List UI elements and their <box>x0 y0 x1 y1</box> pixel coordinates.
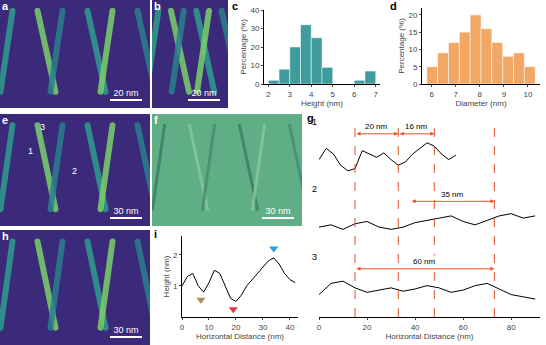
svg-text:80: 80 <box>507 323 516 332</box>
svg-text:30: 30 <box>258 323 267 332</box>
svg-text:20: 20 <box>231 323 240 332</box>
svg-text:7: 7 <box>453 90 458 99</box>
svg-text:15: 15 <box>408 28 417 37</box>
svg-text:1: 1 <box>28 146 33 156</box>
svg-text:3: 3 <box>288 90 293 99</box>
html-text:e: e <box>2 114 9 126</box>
svg-text:6: 6 <box>352 90 357 99</box>
svg-text:0: 0 <box>317 323 322 332</box>
svg-text:20 nm: 20 nm <box>191 88 216 98</box>
svg-text:Percentage (%): Percentage (%) <box>397 18 406 74</box>
svg-text:10: 10 <box>250 61 259 70</box>
svg-text:40: 40 <box>285 323 294 332</box>
svg-text:Percentage (%): Percentage (%) <box>239 19 248 75</box>
html-text:h: h <box>2 230 9 242</box>
svg-text:20: 20 <box>363 323 372 332</box>
svg-text:3: 3 <box>312 252 317 262</box>
svg-text:20 nm: 20 nm <box>365 122 388 131</box>
svg-text:2: 2 <box>266 90 271 99</box>
svg-text:40: 40 <box>250 6 259 15</box>
svg-text:30 nm: 30 nm <box>265 206 290 216</box>
svg-text:16 nm: 16 nm <box>405 122 428 131</box>
svg-text:40: 40 <box>411 323 420 332</box>
svg-text:20 nm: 20 nm <box>113 88 138 98</box>
svg-text:0: 0 <box>413 80 418 89</box>
svg-text:10: 10 <box>205 323 214 332</box>
svg-text:0: 0 <box>180 323 185 332</box>
html-text:c: c <box>232 0 239 12</box>
svg-text:20: 20 <box>250 43 259 52</box>
svg-text:5: 5 <box>413 63 418 72</box>
svg-text:Horizontal Distance (nm): Horizontal Distance (nm) <box>196 332 284 341</box>
svg-text:60: 60 <box>459 323 468 332</box>
svg-text:10: 10 <box>524 90 533 99</box>
svg-text:9: 9 <box>502 90 507 99</box>
svg-text:Horizontal Distance (nm): Horizontal Distance (nm) <box>385 332 473 341</box>
svg-text:Height (nm): Height (nm) <box>162 255 171 297</box>
svg-text:Height (nm): Height (nm) <box>301 99 343 108</box>
svg-text:7: 7 <box>373 90 378 99</box>
svg-text:10: 10 <box>408 45 417 54</box>
svg-text:30: 30 <box>250 24 259 33</box>
svg-text:60 nm: 60 nm <box>413 257 436 266</box>
svg-text:0: 0 <box>255 80 260 89</box>
html-text:d: d <box>390 0 397 12</box>
html-text:i: i <box>154 228 158 240</box>
svg-text:3: 3 <box>40 122 45 132</box>
svg-text:8: 8 <box>478 90 483 99</box>
svg-text:5: 5 <box>331 90 336 99</box>
svg-text:1: 1 <box>312 117 317 127</box>
svg-text:6: 6 <box>429 90 434 99</box>
svg-text:2: 2 <box>312 184 317 194</box>
svg-text:20: 20 <box>408 11 417 20</box>
svg-text:4: 4 <box>309 90 314 99</box>
html-text:a: a <box>2 0 9 12</box>
html-text:g: g <box>307 112 314 124</box>
svg-text:35 nm: 35 nm <box>441 190 464 199</box>
svg-text:2: 2 <box>173 250 178 259</box>
svg-text:Diameter (nm): Diameter (nm) <box>455 99 506 108</box>
svg-text:30 nm: 30 nm <box>113 325 138 335</box>
svg-text:2: 2 <box>72 166 77 176</box>
html-text:b: b <box>154 0 161 12</box>
html-text:f: f <box>154 114 158 126</box>
svg-text:1: 1 <box>173 282 178 291</box>
svg-text:30 nm: 30 nm <box>113 206 138 216</box>
